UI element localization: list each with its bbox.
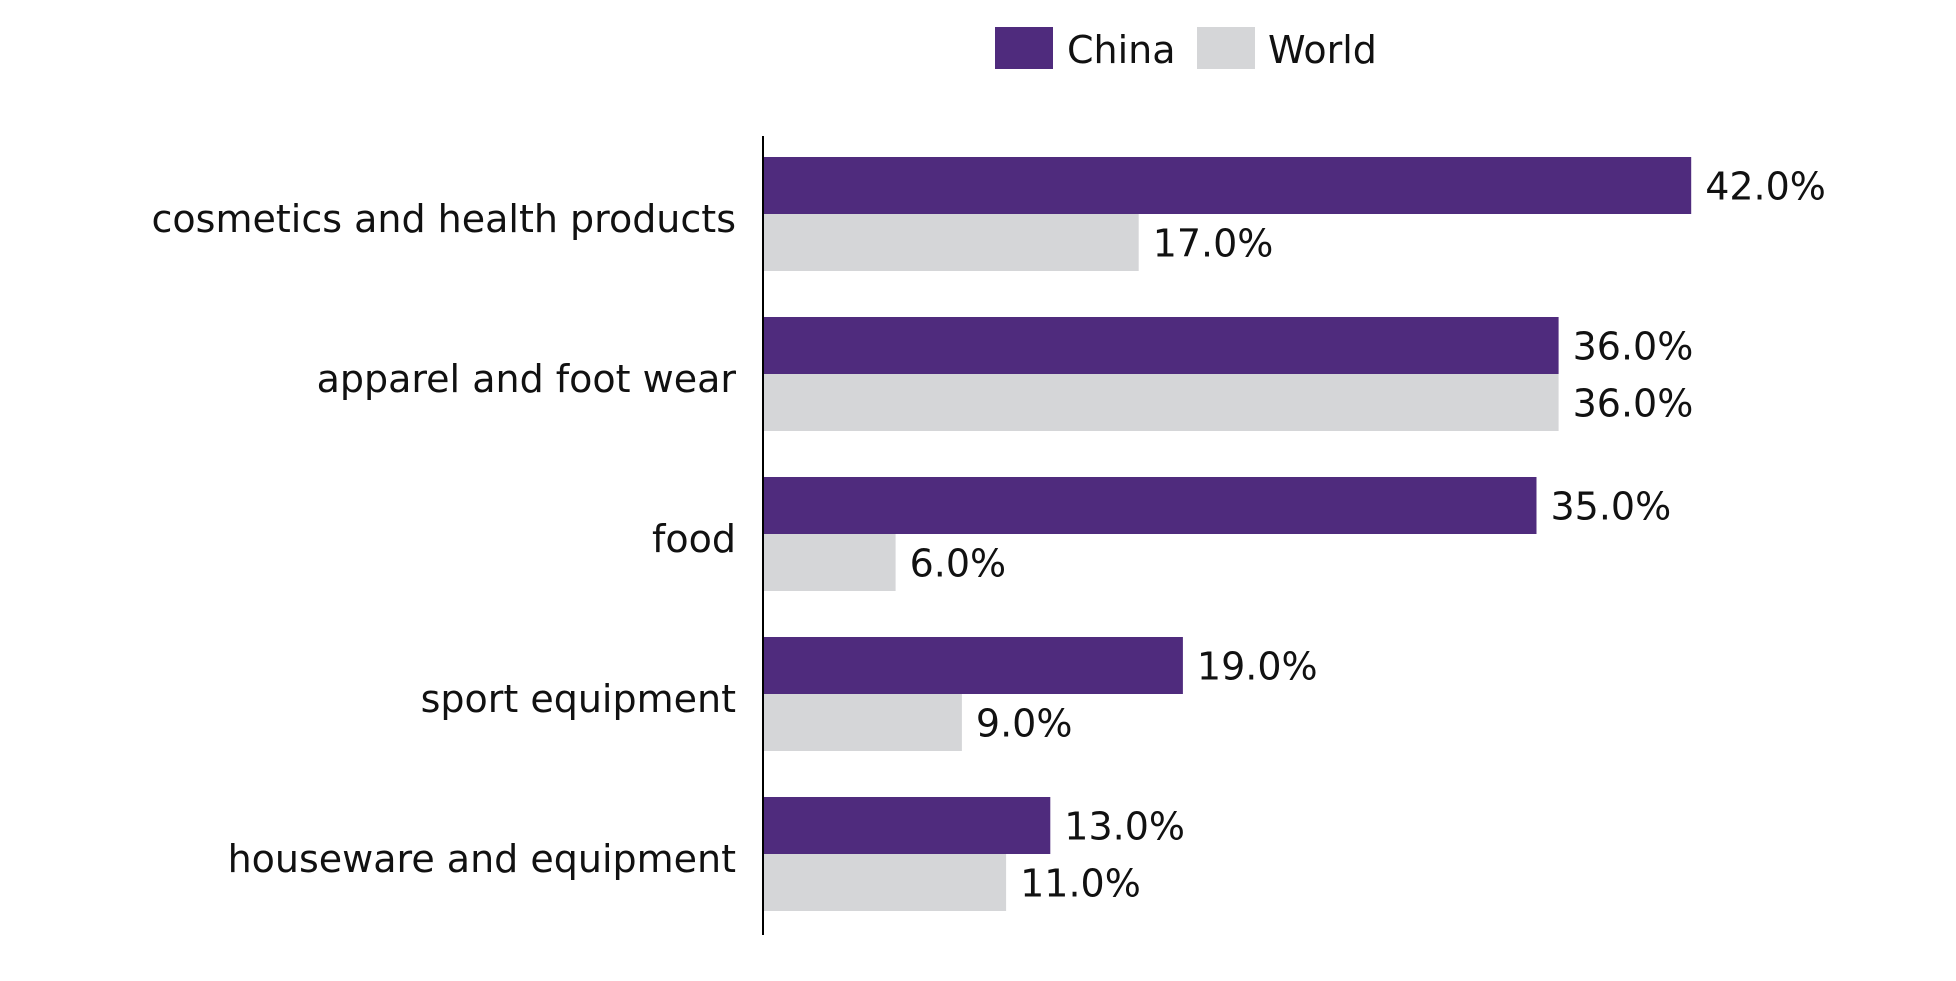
category-label-apparel-and-foot-wear: apparel and foot wear (317, 357, 737, 401)
bar-china-houseware-and-equipment (763, 797, 1051, 854)
bar-world-food (763, 534, 896, 591)
value-label-world-houseware-and-equipment: 11.0% (1020, 862, 1141, 906)
value-label-china-houseware-and-equipment: 13.0% (1064, 805, 1185, 849)
bar-world-houseware-and-equipment (763, 854, 1007, 911)
value-labels: 42.0% 17.0% 36.0% 36.0% 35.0% 6.0% 19.0% 9.0% 13… (910, 165, 1826, 906)
legend-swatch-world (1197, 27, 1255, 69)
bar-china-sport-equipment (763, 637, 1183, 694)
bar-world-cosmetics-and-health-products (763, 214, 1139, 271)
category-label-cosmetics-and-health-products: cosmetics and health products (152, 197, 736, 241)
legend-label-china: China (1067, 28, 1176, 72)
legend-swatch-china (995, 27, 1053, 69)
value-label-china-cosmetics-and-health-products: 42.0% (1705, 165, 1826, 209)
value-label-world-sport-equipment: 9.0% (976, 702, 1073, 746)
value-label-world-food: 6.0% (910, 542, 1007, 586)
bar-china-food (763, 477, 1537, 534)
bar-world-apparel-and-foot-wear (763, 374, 1559, 431)
bar-china-cosmetics-and-health-products (763, 157, 1692, 214)
value-label-china-food: 35.0% (1551, 485, 1672, 529)
legend-label-world: World (1268, 28, 1377, 72)
value-label-world-apparel-and-foot-wear: 36.0% (1573, 382, 1694, 426)
value-label-world-cosmetics-and-health-products: 17.0% (1153, 222, 1274, 266)
legend: China World (995, 27, 1377, 72)
bars (763, 157, 1692, 911)
category-label-food: food (652, 517, 736, 561)
category-axis-labels: cosmetics and health products apparel and… (152, 197, 737, 881)
bar-china-apparel-and-foot-wear (763, 317, 1559, 374)
value-label-china-apparel-and-foot-wear: 36.0% (1573, 325, 1694, 369)
bar-world-sport-equipment (763, 694, 962, 751)
category-label-houseware-and-equipment: houseware and equipment (228, 837, 736, 881)
value-label-china-sport-equipment: 19.0% (1197, 645, 1318, 689)
category-label-sport-equipment: sport equipment (421, 677, 736, 721)
